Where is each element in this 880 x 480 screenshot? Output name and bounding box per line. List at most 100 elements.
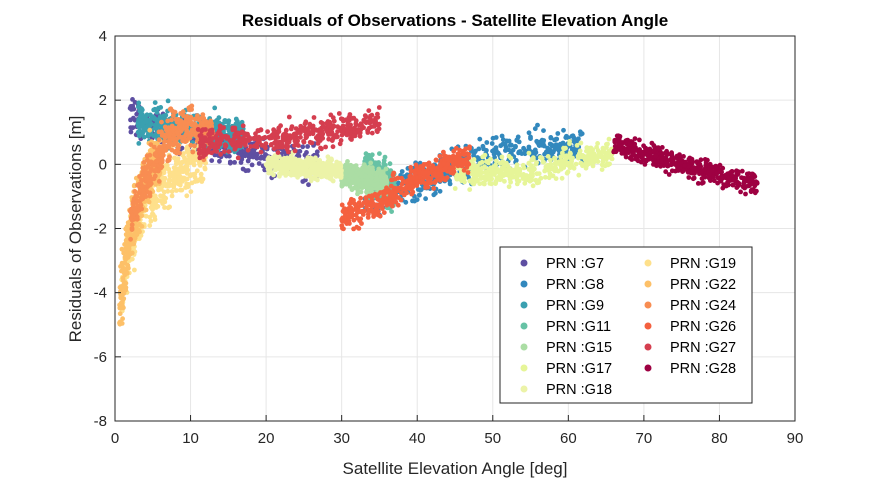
data-point xyxy=(338,138,344,143)
data-point xyxy=(445,161,451,167)
data-point xyxy=(143,207,149,213)
data-point xyxy=(552,156,558,162)
data-point xyxy=(586,161,592,167)
data-point xyxy=(139,177,144,183)
data-point xyxy=(467,187,473,193)
data-point xyxy=(535,122,540,128)
data-point xyxy=(522,151,528,157)
data-point xyxy=(356,226,362,231)
data-point xyxy=(170,113,176,118)
data-point xyxy=(515,134,521,140)
data-point xyxy=(334,163,340,169)
data-point xyxy=(173,161,179,167)
data-point xyxy=(184,163,190,169)
data-point xyxy=(499,154,505,160)
data-point xyxy=(173,178,178,184)
data-point xyxy=(303,177,308,183)
data-point xyxy=(158,198,163,204)
data-point xyxy=(499,133,505,139)
data-point xyxy=(503,148,508,153)
data-point xyxy=(143,124,149,130)
data-point xyxy=(284,163,290,169)
data-point xyxy=(225,124,231,130)
data-point xyxy=(121,282,127,288)
data-point xyxy=(482,164,487,170)
data-point xyxy=(148,121,154,127)
data-point xyxy=(170,136,176,142)
data-point xyxy=(296,143,301,148)
data-point xyxy=(117,319,123,325)
data-point xyxy=(140,184,145,190)
data-point xyxy=(492,172,497,178)
data-point xyxy=(132,189,138,194)
data-point xyxy=(395,202,401,208)
data-point xyxy=(168,173,174,179)
data-point xyxy=(389,192,394,198)
data-point xyxy=(358,195,363,201)
data-point xyxy=(297,148,303,154)
data-point xyxy=(576,172,582,178)
data-point xyxy=(363,173,368,179)
data-point xyxy=(538,155,543,160)
data-point xyxy=(131,115,136,121)
data-point xyxy=(201,115,207,121)
data-point xyxy=(376,121,382,127)
data-point xyxy=(561,127,566,133)
data-point xyxy=(324,166,330,172)
data-point xyxy=(298,166,304,172)
data-point xyxy=(144,176,150,182)
data-point xyxy=(227,160,233,166)
data-point xyxy=(353,121,359,127)
data-point xyxy=(561,165,567,170)
data-point xyxy=(159,158,165,163)
data-point xyxy=(334,168,340,174)
data-point xyxy=(162,175,168,181)
data-point xyxy=(450,170,456,176)
data-point xyxy=(563,135,569,141)
data-point xyxy=(165,98,171,104)
data-point xyxy=(407,176,413,182)
data-point xyxy=(318,120,324,125)
data-point xyxy=(348,162,354,168)
data-point xyxy=(421,162,427,167)
data-point xyxy=(222,149,227,155)
data-point xyxy=(148,169,153,174)
data-point xyxy=(341,182,346,187)
data-point xyxy=(590,163,596,169)
data-point xyxy=(376,166,382,172)
data-point xyxy=(158,165,164,171)
data-point xyxy=(132,267,137,273)
data-point xyxy=(543,174,548,180)
series-prng17 xyxy=(452,136,615,193)
data-point xyxy=(498,176,504,182)
data-point xyxy=(287,157,293,163)
data-point xyxy=(532,126,538,132)
data-point xyxy=(609,156,615,162)
data-point xyxy=(412,171,418,176)
data-point xyxy=(354,176,359,182)
data-point xyxy=(159,119,164,125)
data-point xyxy=(442,166,448,172)
data-point xyxy=(514,162,520,168)
data-point xyxy=(462,175,467,181)
data-point xyxy=(304,150,309,155)
data-point xyxy=(584,154,589,160)
data-point xyxy=(129,217,135,223)
data-point xyxy=(192,122,198,128)
data-point xyxy=(485,172,490,178)
data-point xyxy=(226,120,231,126)
data-point xyxy=(561,146,567,152)
data-point xyxy=(307,139,313,145)
data-point xyxy=(459,178,465,184)
data-point xyxy=(526,144,532,150)
data-point xyxy=(172,149,178,155)
data-point xyxy=(599,162,605,168)
data-point xyxy=(325,154,331,160)
data-point xyxy=(157,114,163,119)
data-point xyxy=(160,152,166,158)
data-point xyxy=(316,171,322,177)
data-point xyxy=(162,205,167,210)
data-point xyxy=(197,155,203,161)
data-point xyxy=(567,139,572,144)
data-point xyxy=(383,174,389,180)
